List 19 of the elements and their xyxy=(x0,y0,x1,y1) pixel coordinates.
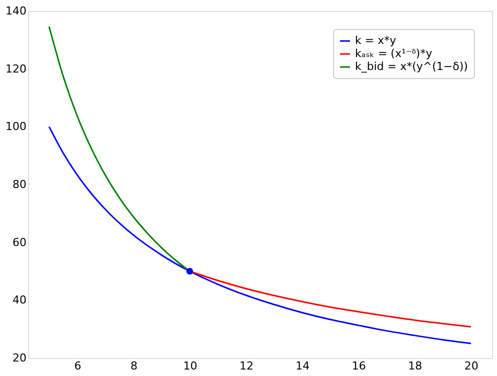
line-series xyxy=(48,126,472,344)
x-tick-label: 16 xyxy=(352,360,366,372)
x-tick-label: 18 xyxy=(408,360,422,372)
y-tick-label: 20 xyxy=(12,352,26,364)
legend-label: k_bid = x*(y^(1−δ)) xyxy=(355,60,468,73)
y-tick-label: 120 xyxy=(6,62,26,76)
y-tick-label: 80 xyxy=(12,178,26,191)
x-tick-label: 14 xyxy=(296,360,310,372)
x-tick-label: 6 xyxy=(74,360,82,372)
x-tick-label: 12 xyxy=(239,360,254,372)
legend-label: k = x*y xyxy=(355,34,397,47)
x-tick-label: 20 xyxy=(464,360,478,372)
x-tick-label: 8 xyxy=(130,360,138,372)
y-tick-label: 100 xyxy=(6,120,26,134)
y-tick-label: 40 xyxy=(12,294,26,307)
y-tick-label: 140 xyxy=(6,4,26,18)
legend-label: kₐₛₖ = (x¹⁻ᵟ)*y xyxy=(355,47,433,60)
x-tick-label: 10 xyxy=(183,360,198,372)
y-tick-label: 60 xyxy=(12,236,26,249)
